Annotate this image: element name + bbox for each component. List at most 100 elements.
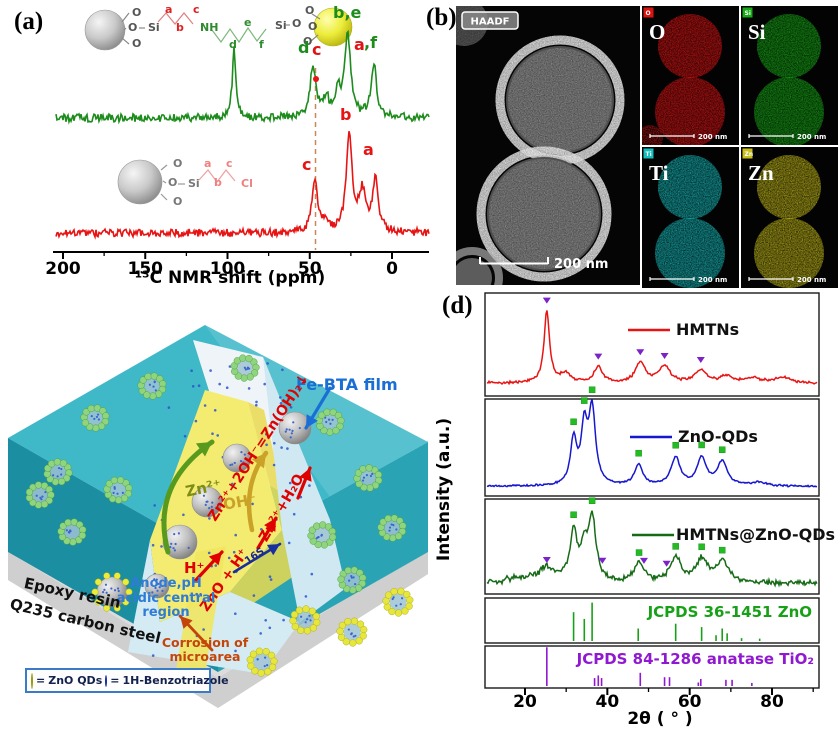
silica-sphere bbox=[84, 9, 126, 51]
atom-label: Si bbox=[275, 19, 287, 32]
bond-line bbox=[162, 180, 167, 184]
atom-label: O bbox=[305, 4, 314, 17]
xrd-subpanel-frame bbox=[484, 645, 820, 689]
atom-label: O bbox=[173, 195, 182, 208]
nanocontainer-cluster bbox=[307, 521, 337, 549]
xrd-xaxis-label: 2θ ( ° ) bbox=[627, 709, 693, 729]
haadf-badge bbox=[461, 11, 519, 30]
haadf-image: HAADF 200 nm bbox=[456, 6, 640, 285]
bond-line bbox=[121, 37, 130, 45]
panel-b-label: (b) bbox=[426, 4, 457, 31]
element-tag bbox=[742, 7, 753, 18]
peak-label: c bbox=[312, 40, 321, 59]
xrd-legend-hmtns-zno-qds: HMTNs@ZnO-QDs bbox=[676, 525, 836, 544]
atom-label: O bbox=[132, 37, 141, 50]
xrd-legend-zno-qds: ZnO-QDs bbox=[678, 427, 758, 446]
anatase-marker-triangle bbox=[696, 357, 705, 364]
legend-equals: = bbox=[36, 674, 46, 687]
xrd-subpanel-frame bbox=[484, 398, 820, 497]
nanocontainer-cluster bbox=[25, 481, 55, 509]
xrd-plot: 20 40 60 80 bbox=[484, 292, 820, 712]
element-tag-label: Ti bbox=[646, 151, 652, 158]
eds-map-ti: Ti Ti 200 nm bbox=[642, 147, 739, 288]
anatase-marker-triangle bbox=[662, 560, 671, 567]
arrow-head bbox=[180, 616, 193, 629]
element-tag bbox=[643, 7, 654, 18]
atom-label: O bbox=[308, 20, 317, 33]
atom-label: O bbox=[168, 176, 177, 189]
nmr-trace bbox=[55, 131, 430, 240]
x-tick-label: 60 bbox=[678, 692, 702, 712]
element-symbol-label: Si bbox=[748, 20, 766, 44]
bond-line bbox=[311, 13, 321, 20]
anatase-marker-triangle bbox=[542, 556, 551, 563]
zno-marker-square bbox=[588, 497, 596, 504]
nanocontainer-cluster bbox=[382, 587, 414, 617]
atom-label: NH bbox=[200, 21, 218, 34]
bond-line bbox=[123, 27, 127, 31]
nanocontainer-cluster bbox=[377, 514, 407, 542]
x-tick-label: 150 bbox=[128, 259, 164, 279]
silica-sphere-2 bbox=[117, 159, 163, 205]
element-tag-label: Zn bbox=[745, 151, 754, 158]
arrow bbox=[161, 439, 215, 555]
xrd-legend-hmtns: HMTNs bbox=[676, 320, 740, 339]
red-dot-marker bbox=[313, 76, 319, 82]
scale-bar-label: 200 nm bbox=[554, 257, 608, 272]
arrow-head bbox=[195, 442, 212, 457]
bond-line bbox=[198, 169, 236, 183]
xrd-trace-hmtns-zno-qds bbox=[486, 510, 818, 588]
element-tag bbox=[643, 148, 654, 159]
peak-label: b,e bbox=[333, 3, 362, 22]
anatase-marker-triangle bbox=[594, 353, 603, 360]
atom-label: e bbox=[244, 16, 251, 29]
atom-label: b bbox=[214, 176, 222, 189]
jcpds-zno-label: JCPDS 36-1451 ZnO bbox=[647, 603, 812, 621]
zno-marker-square bbox=[635, 549, 643, 556]
zno-marker-square bbox=[581, 397, 588, 404]
anatase-marker-triangle bbox=[598, 557, 607, 564]
corrosion-schematic-drawing bbox=[8, 325, 428, 708]
xrd-trace-hmtns bbox=[486, 310, 818, 386]
benzotriazole-legend-label: 1H-Benzotriazole bbox=[122, 674, 229, 687]
nanocontainer-cluster bbox=[337, 566, 367, 594]
bond-line bbox=[211, 26, 267, 44]
atom-label: O bbox=[132, 6, 141, 19]
atom-label: b bbox=[176, 21, 184, 34]
panel-b-stem-eds: (b) HAADF 200 nm O O 200 nm Si Si 200 nm Ti Ti 200… bbox=[420, 0, 840, 292]
arrow-head bbox=[299, 468, 312, 482]
hmtn-sphere bbox=[278, 411, 312, 445]
atom-label: f bbox=[259, 38, 264, 51]
schematic-legend: = ZnO QDs = 1H-Benzotriazole bbox=[25, 668, 229, 693]
element-symbol-label: O bbox=[649, 20, 665, 44]
anatase-marker-triangle bbox=[636, 349, 645, 356]
peak-label: a bbox=[363, 140, 374, 159]
map-scale-bar bbox=[649, 134, 695, 138]
map-scale-bar-label: 200 nm bbox=[797, 276, 826, 284]
panel-d-label: (d) bbox=[442, 292, 473, 319]
nanocontainer-cluster bbox=[230, 354, 260, 382]
peak-label: a bbox=[354, 35, 365, 54]
x-tick-label: 80 bbox=[760, 692, 784, 712]
atom-label: c bbox=[193, 3, 200, 16]
panel-d-xrd: (d) 20 40 60 80 Intensity (a.u.) 2θ ( ° ) H… bbox=[430, 290, 840, 733]
element-tag-label: O bbox=[646, 10, 651, 17]
map-scale-bar-label: 200 nm bbox=[698, 133, 727, 141]
anode-region-label: Anode,pH acidic central region bbox=[116, 576, 216, 621]
hmtn-sphere bbox=[191, 486, 223, 518]
legend-equals-2: = bbox=[110, 674, 120, 687]
jcpds-tio2-label: JCPDS 84-1286 anatase TiO₂ bbox=[576, 650, 814, 668]
corrosion-label: Corrosion of microarea bbox=[161, 635, 249, 664]
eds-map-si: Si Si 200 nm bbox=[741, 6, 838, 145]
atom-label: a bbox=[204, 157, 211, 170]
zno-marker-square bbox=[672, 441, 679, 449]
fe-bta-film-label: Fe-BTA film bbox=[296, 375, 398, 394]
element-symbol-label: Ti bbox=[649, 161, 669, 185]
arrow-head bbox=[251, 453, 266, 469]
hmtn-sphere bbox=[144, 573, 170, 599]
map-scale-bar-label: 200 nm bbox=[797, 133, 826, 141]
bond-line bbox=[157, 12, 194, 25]
